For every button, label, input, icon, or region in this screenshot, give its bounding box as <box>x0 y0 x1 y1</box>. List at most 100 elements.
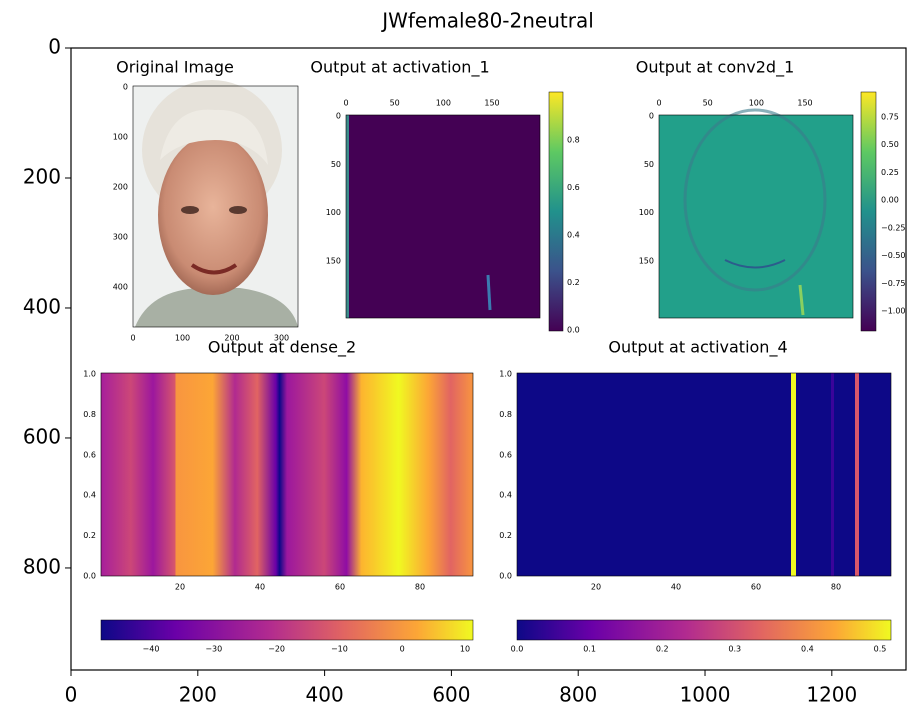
panel-x-tick-label: 50 <box>390 99 400 108</box>
panel-x-tick-label: 100 <box>175 334 190 343</box>
panel-frame <box>345 114 541 319</box>
photo <box>133 80 298 327</box>
panel-y-tick-label: 0 <box>336 112 341 121</box>
panel-x-tick-label: 20 <box>591 583 601 592</box>
panel-y-tick-label: 100 <box>639 208 654 217</box>
colorbar-tick-label: −40 <box>143 645 160 654</box>
colorbar-tick-label: −0.25 <box>881 223 906 232</box>
x-tick-label: 800 <box>559 683 597 707</box>
panel-x-tick-label: 200 <box>224 334 239 343</box>
panel-x-tick-label: 60 <box>751 583 761 592</box>
panel-x-tick-label: 60 <box>335 583 345 592</box>
panel-y-tick-label: 50 <box>331 160 341 169</box>
outer-frame <box>70 47 907 671</box>
panel-x-tick-label: 40 <box>671 583 681 592</box>
x-tick-label: 400 <box>306 683 344 707</box>
x-tick-label: 0 <box>65 683 78 707</box>
panel-y-tick-label: 0 <box>123 83 128 92</box>
panel-x-tick-label: 100 <box>749 99 764 108</box>
y-tick-label: 200 <box>23 164 61 188</box>
x-tick-label: 1000 <box>680 683 731 707</box>
colorbar-tick-label: −1.00 <box>881 307 906 316</box>
panel-y-tick-label: 0.4 <box>83 491 96 500</box>
colorbar-tick-label: 0.2 <box>656 645 669 654</box>
panel-y-tick-label: 0.0 <box>83 572 96 581</box>
panel-frame <box>100 372 474 577</box>
panel-y-tick-label: 0.2 <box>499 531 512 540</box>
panel-y-tick-label: 0.6 <box>83 450 96 459</box>
panel-x-tick-label: 80 <box>415 583 425 592</box>
panel-x-tick-label: 150 <box>797 99 812 108</box>
panel-x-tick-label: 100 <box>436 99 451 108</box>
panel-x-tick-label: 0 <box>130 334 135 343</box>
panel-y-tick-label: 0.0 <box>499 572 512 581</box>
panel-y-tick-label: 0.6 <box>499 450 512 459</box>
x-tick-label: 1200 <box>806 683 857 707</box>
panel-y-tick-label: 0.8 <box>83 410 96 419</box>
panel-y-tick-label: 300 <box>113 233 128 242</box>
colorbar-tick-label: 0.1 <box>583 645 596 654</box>
colorbar-tick-label: 0.2 <box>567 278 580 287</box>
panel-y-tick-label: 0.4 <box>499 491 512 500</box>
colorbar-tick-label: 0.4 <box>567 231 580 240</box>
colorbar-tick-label: 0.25 <box>881 168 899 177</box>
panel-x-tick-label: 80 <box>831 583 841 592</box>
panel-y-tick-label: 150 <box>639 257 654 266</box>
activation4-image <box>516 373 892 641</box>
activation1-image <box>346 91 564 332</box>
colorbar-tick-label: 0.0 <box>567 326 580 335</box>
colorbar-tick-label: −20 <box>268 645 285 654</box>
y-tick-label: 800 <box>23 554 61 578</box>
panel-y-tick-label: 400 <box>113 283 128 292</box>
panel-x-tick-label: 0 <box>343 99 348 108</box>
colorbar-tick-label: 0.4 <box>801 645 814 654</box>
colorbar-tick-label: 10 <box>460 645 470 654</box>
x-tick-label: 200 <box>179 683 217 707</box>
colorbar-tick-label: 0.50 <box>881 140 899 149</box>
panel-y-tick-label: 50 <box>644 160 654 169</box>
y-tick-label: 0 <box>48 35 61 59</box>
panel-y-tick-label: 0.8 <box>499 410 512 419</box>
colorbar-tick-label: 0.75 <box>881 113 899 122</box>
colorbar-tick-label: 0.00 <box>881 196 899 205</box>
y-tick-label: 400 <box>23 294 61 318</box>
panel-y-tick-label: 0.2 <box>83 531 96 540</box>
colorbar-tick-label: 0.3 <box>728 645 741 654</box>
panel-frame <box>132 85 299 328</box>
panel-y-tick-label: 1.0 <box>499 370 512 379</box>
colorbar-tick-label: 0.6 <box>567 183 580 192</box>
panel-x-tick-label: 150 <box>484 99 499 108</box>
panel-y-tick-label: 200 <box>113 183 128 192</box>
panel-y-tick-label: 150 <box>326 257 341 266</box>
colorbar-tick-label: 0.8 <box>567 136 580 145</box>
panel-frame <box>658 114 854 319</box>
panel-x-tick-label: 300 <box>274 334 289 343</box>
colorbar-tick-label: 0 <box>400 645 405 654</box>
panel-y-tick-label: 0 <box>649 112 654 121</box>
panel-title: Output at conv2d_1 <box>636 58 795 78</box>
panel-y-tick-label: 100 <box>113 133 128 142</box>
panel-y-tick-label: 100 <box>326 208 341 217</box>
colorbar-tick-label: −0.50 <box>881 251 906 260</box>
colorbar-tick-label: −0.75 <box>881 279 906 288</box>
panel-x-tick-label: 50 <box>703 99 713 108</box>
panel-y-tick-label: 1.0 <box>83 370 96 379</box>
colorbar-tick-label: 0.0 <box>511 645 524 654</box>
colorbar-tick-label: −30 <box>205 645 222 654</box>
panel-title: Output at dense_2 <box>208 338 356 358</box>
dense2-image <box>100 373 474 641</box>
panel-x-tick-label: 40 <box>255 583 265 592</box>
conv2d1-image <box>659 91 877 332</box>
colorbar-tick-label: 0.5 <box>874 645 887 654</box>
panel-title: Output at activation_4 <box>608 338 787 358</box>
panel-frame <box>516 372 892 577</box>
panel-x-tick-label: 20 <box>175 583 185 592</box>
colorbar-tick-label: −10 <box>331 645 348 654</box>
panel-title: Output at activation_1 <box>310 58 489 78</box>
x-tick-label: 600 <box>432 683 470 707</box>
panel-title: Original Image <box>116 58 234 77</box>
panel-x-tick-label: 0 <box>656 99 661 108</box>
chart-title: JWfemale80-2neutral <box>380 9 594 33</box>
y-tick-label: 600 <box>23 424 61 448</box>
